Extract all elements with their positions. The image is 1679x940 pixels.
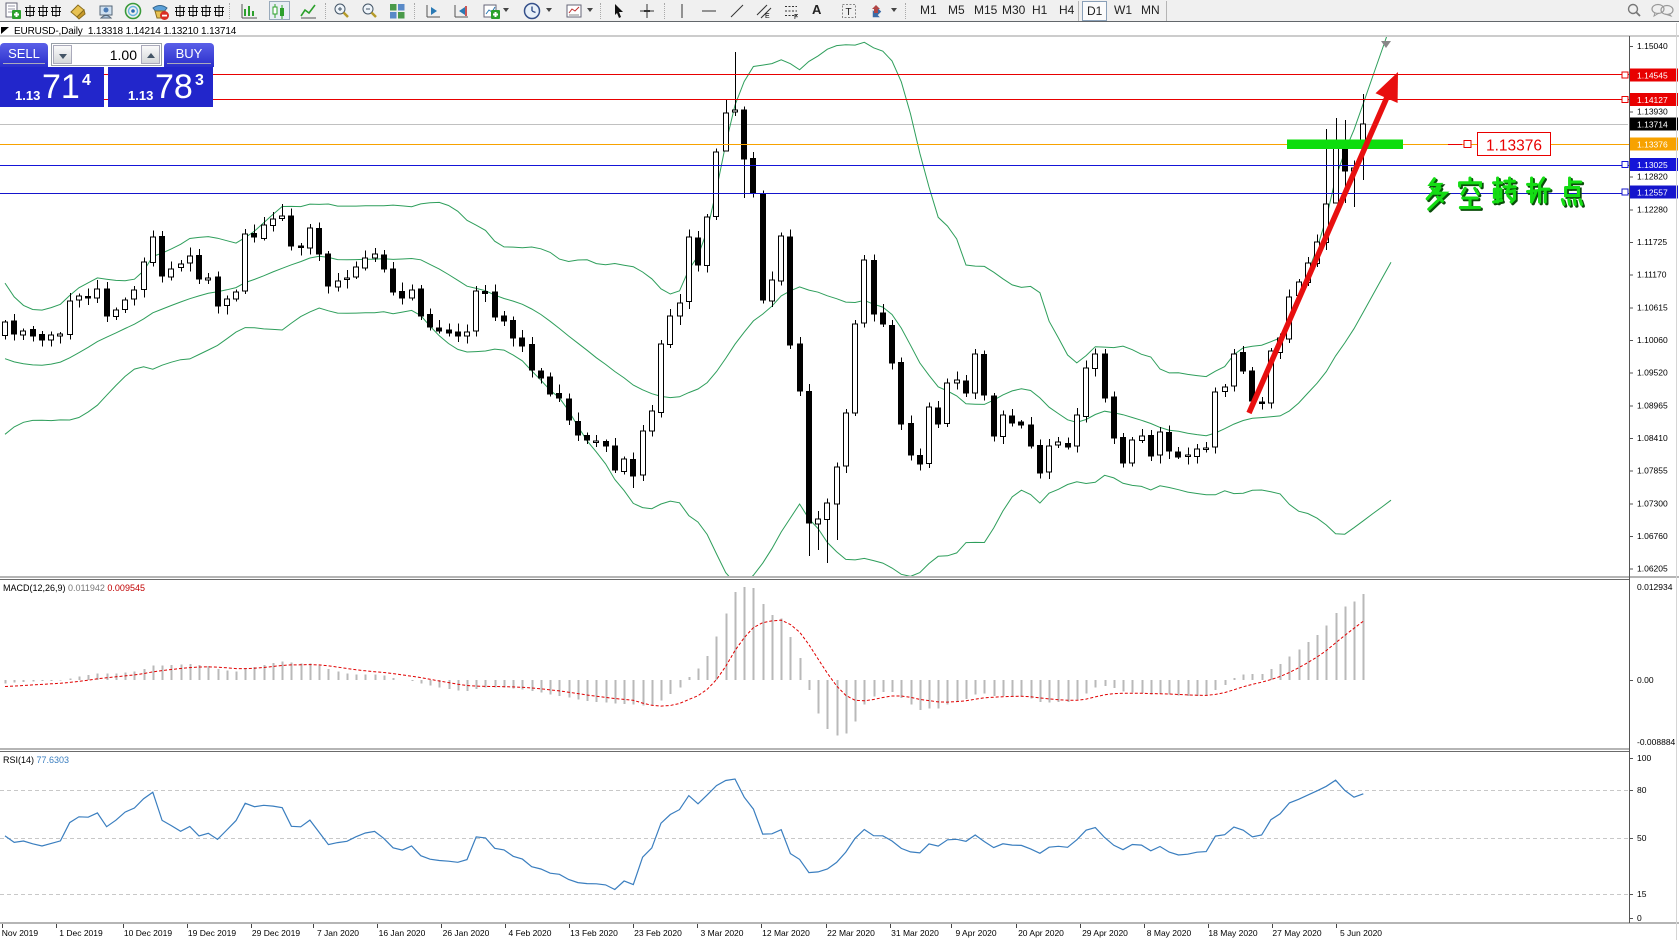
- svg-text:31 Mar 2020: 31 Mar 2020: [891, 928, 939, 938]
- svg-text:50: 50: [1637, 833, 1647, 843]
- svg-text:1.07855: 1.07855: [1637, 466, 1668, 476]
- svg-text:1.13714: 1.13714: [1637, 120, 1668, 130]
- svg-text:1 Dec 2019: 1 Dec 2019: [59, 928, 103, 938]
- svg-text:1.14545: 1.14545: [1637, 71, 1668, 81]
- svg-text:1.13376: 1.13376: [1637, 139, 1668, 149]
- svg-text:1.13025: 1.13025: [1637, 160, 1668, 170]
- svg-text:1.13376: 1.13376: [1486, 138, 1542, 155]
- svg-text:4 Feb 2020: 4 Feb 2020: [508, 928, 551, 938]
- svg-text:15: 15: [1637, 889, 1647, 899]
- svg-text:16 Jan 2020: 16 Jan 2020: [379, 928, 426, 938]
- svg-text:1.12820: 1.12820: [1637, 172, 1668, 182]
- svg-text:12 Mar 2020: 12 Mar 2020: [762, 928, 810, 938]
- svg-text:5 Jun 2020: 5 Jun 2020: [1340, 928, 1382, 938]
- svg-text:1.06205: 1.06205: [1637, 564, 1668, 574]
- svg-text:1.10060: 1.10060: [1637, 335, 1668, 345]
- svg-text:1.14127: 1.14127: [1637, 95, 1668, 105]
- svg-text:18 May 2020: 18 May 2020: [1208, 928, 1257, 938]
- svg-text:1.08410: 1.08410: [1637, 433, 1668, 443]
- svg-text:20 Apr 2020: 20 Apr 2020: [1018, 928, 1064, 938]
- svg-text:80: 80: [1637, 785, 1647, 795]
- svg-text:F: F: [794, 14, 798, 20]
- svg-text:RSI(14) 77.6303: RSI(14) 77.6303: [3, 755, 69, 765]
- svg-text:29 Apr 2020: 29 Apr 2020: [1082, 928, 1128, 938]
- svg-text:19 Dec 2019: 19 Dec 2019: [188, 928, 236, 938]
- svg-text:0: 0: [1637, 913, 1642, 923]
- svg-text:0.012934: 0.012934: [1637, 582, 1673, 592]
- svg-text:1.11170: 1.11170: [1637, 270, 1667, 280]
- svg-text:7 Jan 2020: 7 Jan 2020: [317, 928, 359, 938]
- svg-text:29 Dec 2019: 29 Dec 2019: [252, 928, 300, 938]
- svg-text:0.00: 0.00: [1637, 675, 1654, 685]
- svg-text:100: 100: [1637, 753, 1651, 763]
- svg-text:MACD(12,26,9) 0.011942 0.00954: MACD(12,26,9) 0.011942 0.009545: [3, 583, 145, 593]
- svg-text:9 Apr 2020: 9 Apr 2020: [955, 928, 996, 938]
- svg-text:E: E: [765, 13, 770, 20]
- svg-text:23 Feb 2020: 23 Feb 2020: [634, 928, 682, 938]
- svg-text:26 Jan 2020: 26 Jan 2020: [443, 928, 490, 938]
- svg-text:T: T: [846, 7, 852, 18]
- svg-text:1.13930: 1.13930: [1637, 106, 1668, 116]
- svg-text:1.09520: 1.09520: [1637, 368, 1668, 378]
- svg-text:22 Mar 2020: 22 Mar 2020: [827, 928, 875, 938]
- svg-text:EURUSD-,Daily 1.13318 1.14214: EURUSD-,Daily 1.13318 1.14214 1.13210 1.…: [14, 26, 237, 37]
- svg-text:13 Feb 2020: 13 Feb 2020: [570, 928, 618, 938]
- svg-text:10 Dec 2019: 10 Dec 2019: [124, 928, 172, 938]
- svg-text:1.11725: 1.11725: [1637, 237, 1667, 247]
- svg-text:1.06760: 1.06760: [1637, 531, 1668, 541]
- svg-text:8 May 2020: 8 May 2020: [1147, 928, 1192, 938]
- svg-text:21 Nov 2019: 21 Nov 2019: [0, 928, 38, 938]
- svg-text:1.15040: 1.15040: [1637, 41, 1668, 51]
- svg-text:1.12557: 1.12557: [1637, 188, 1668, 198]
- svg-text:27 May 2020: 27 May 2020: [1272, 928, 1321, 938]
- svg-text:3 Mar 2020: 3 Mar 2020: [701, 928, 744, 938]
- svg-text:1.07300: 1.07300: [1637, 498, 1668, 508]
- svg-text:1.08965: 1.08965: [1637, 400, 1668, 410]
- svg-text:1.12280: 1.12280: [1637, 204, 1668, 214]
- svg-text:-0.008884: -0.008884: [1637, 737, 1676, 747]
- svg-text:1.10615: 1.10615: [1637, 302, 1668, 312]
